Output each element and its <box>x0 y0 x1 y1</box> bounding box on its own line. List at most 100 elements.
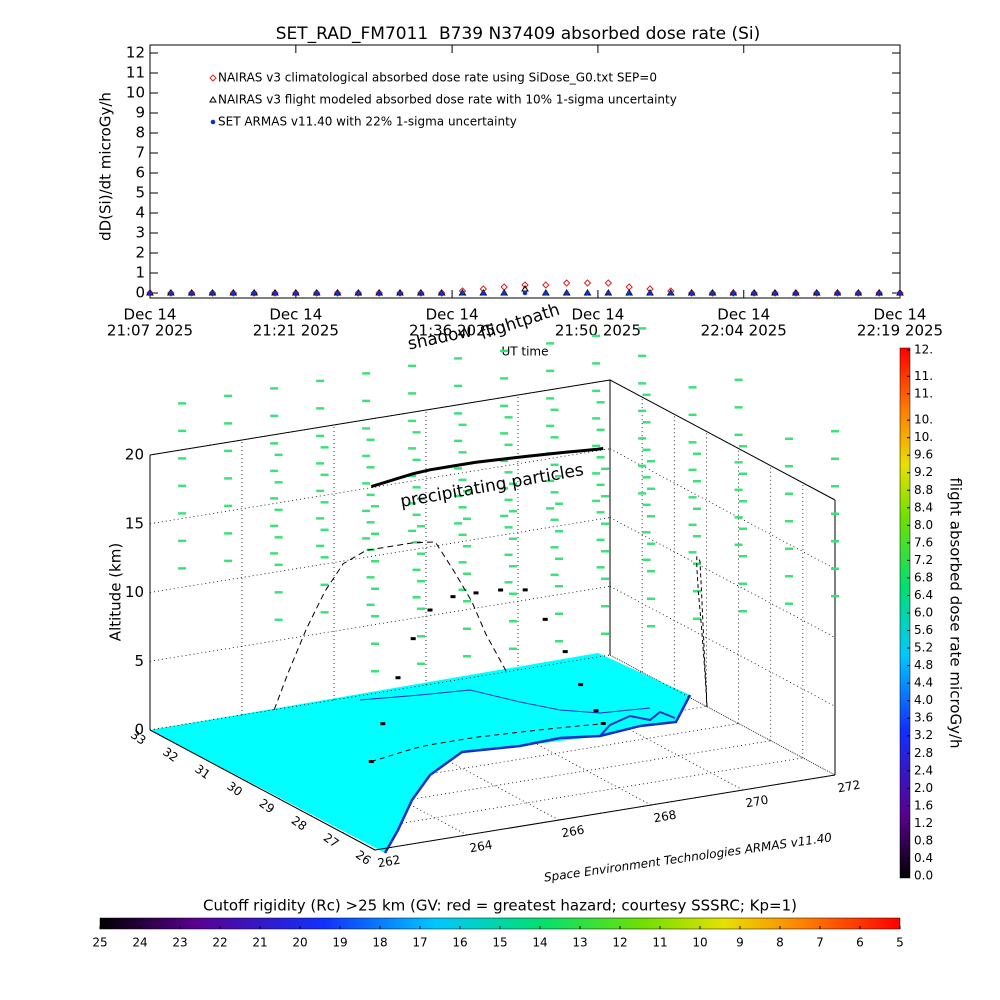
flight-wall-profile <box>696 556 708 707</box>
x-tick-label: Dec 14 <box>426 306 479 324</box>
colorbar-tick-label: 6 <box>856 936 864 950</box>
data-point <box>604 279 613 287</box>
data-point <box>314 290 319 296</box>
x-tick-label: 270 <box>744 793 769 811</box>
colorbar-tick-label: 3.6 <box>914 711 933 725</box>
colorbar-tick-label: 3.2 <box>914 728 933 742</box>
y-tick-label: 3 <box>135 224 145 242</box>
colorbar-tick-label: 4.8 <box>914 658 933 672</box>
x-tick-label: 268 <box>652 808 677 826</box>
wall-grid-line <box>609 585 836 707</box>
flight-point <box>427 608 433 612</box>
data-point <box>439 290 444 296</box>
floor-grid-line <box>278 723 739 799</box>
flight-point <box>522 588 528 592</box>
colorbar-tick-label: 11. <box>914 369 933 383</box>
legend-marker <box>209 96 217 103</box>
colorbar-tick-label: 11 <box>652 936 667 950</box>
colorbar-tick-label: 11. <box>914 386 933 400</box>
data-point <box>668 290 674 296</box>
data-point <box>418 290 424 296</box>
colorbar-tick-label: 8.0 <box>914 518 933 532</box>
y-tick-label: 6 <box>135 164 145 182</box>
colorbar-tick-label: 4.4 <box>914 676 933 690</box>
z-tick-label: 0 <box>134 721 144 739</box>
x-tick-label: 264 <box>468 838 493 856</box>
wall-grid-line <box>609 448 836 570</box>
chart-title: SET_RAD_FM7011 B739 N37409 absorbed dose… <box>276 24 761 44</box>
data-point <box>481 290 486 296</box>
colorbar-tick-label: 2.4 <box>914 763 933 777</box>
data-point <box>189 290 194 296</box>
floor-grid-line <box>342 757 803 834</box>
y-axis-label: dD(Si)/dt microGy/h <box>97 92 115 241</box>
y-tick-label: 9 <box>135 104 145 122</box>
flight-point <box>450 595 456 599</box>
x-tick-label: 21:21 2025 <box>253 322 339 340</box>
ground-map <box>150 653 692 854</box>
box-edge <box>374 774 836 851</box>
y-tick-label: 11 <box>126 64 145 82</box>
y-tick-label: 0 <box>135 284 145 302</box>
data-point <box>293 290 299 296</box>
wall-grid-line <box>149 517 611 593</box>
data-point <box>376 290 382 296</box>
x-tick-label: Dec 14 <box>269 306 322 324</box>
data-point <box>647 290 653 296</box>
data-point <box>835 290 840 296</box>
land <box>150 653 690 853</box>
flight-point <box>395 676 401 680</box>
wall-grid-line <box>609 517 836 638</box>
x-tick-label: 21:07 2025 <box>107 322 193 340</box>
colorbar-tick-label: 20 <box>292 936 307 950</box>
z-tick-label: 15 <box>125 514 144 532</box>
flight-point <box>473 591 479 595</box>
colorbar-tick-label: 5.6 <box>914 623 933 637</box>
data-point <box>272 290 278 296</box>
y-tick-label: 12 <box>126 44 145 62</box>
colorbar-tick-label: 18 <box>372 936 387 950</box>
colorbar-tick-label: 5 <box>896 936 904 950</box>
data-point <box>585 290 590 296</box>
data-point <box>521 281 529 289</box>
y-tick-label: 4 <box>135 204 145 222</box>
colorbar-tick-label: 2.8 <box>914 746 933 760</box>
x-tick-label: Dec 14 <box>717 306 770 324</box>
colorbar-tick-label: 14 <box>532 936 547 950</box>
colorbar-tick-label: 7 <box>816 936 824 950</box>
colorbar-tick-label: 13 <box>572 936 587 950</box>
colorbar-tick-label: 4.0 <box>914 693 933 707</box>
wall-grid-line <box>609 654 836 776</box>
colorbar-label: flight absorbed dose rate microGy/h <box>947 477 965 748</box>
colorbar-tick-label: 9.2 <box>914 465 933 479</box>
colorbar-tick-label: 1.2 <box>914 816 933 830</box>
colorbar-tick-label: 0.0 <box>914 869 933 883</box>
wall-grid-line <box>149 448 611 525</box>
data-point <box>564 290 569 296</box>
colorbar-tick-label: 2.0 <box>914 781 933 795</box>
data-point <box>583 279 592 287</box>
legend-marker <box>210 119 216 125</box>
plot-frame <box>149 44 901 299</box>
colorbar-tick-label: 23 <box>172 936 187 950</box>
data-point <box>460 290 465 296</box>
y-tick-label: 8 <box>135 124 145 142</box>
x-tick-label: 22:19 2025 <box>857 322 943 340</box>
colorbar-tick-label: 0.4 <box>914 851 933 865</box>
box-edge <box>149 729 376 851</box>
data-point <box>356 290 361 296</box>
data-point <box>168 290 174 296</box>
y-tick-label: 10 <box>126 84 145 102</box>
colorbar-tick-label: 5.2 <box>914 641 933 655</box>
data-point <box>751 290 757 296</box>
colorbar-tick-label: 17 <box>412 936 427 950</box>
flight-point <box>562 650 568 654</box>
coastline <box>383 694 692 854</box>
x-tick-label: 266 <box>560 823 585 841</box>
data-point <box>626 290 632 296</box>
colorbar-tick-label: 10 <box>692 936 707 950</box>
data-point <box>251 290 257 296</box>
x-tick-label: 21:36 2025 <box>409 322 495 340</box>
